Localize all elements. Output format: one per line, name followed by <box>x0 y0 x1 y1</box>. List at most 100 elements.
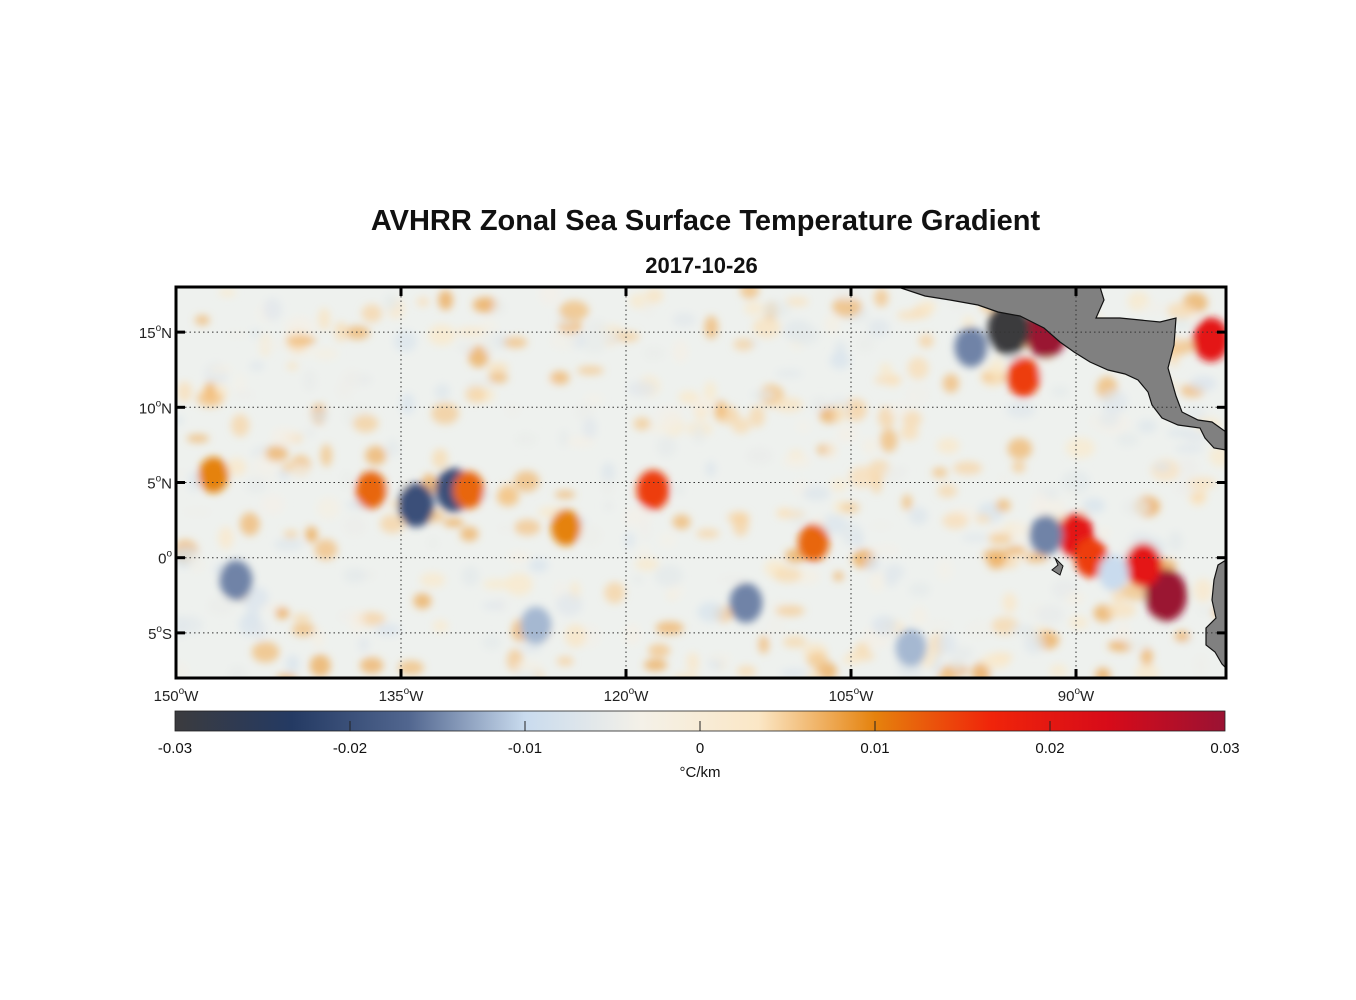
field-speckle <box>937 633 956 655</box>
field-speckle <box>1005 546 1027 555</box>
field-speckle <box>432 619 449 633</box>
field-speckle <box>413 593 432 609</box>
field-speckle <box>249 361 265 371</box>
field-speckle <box>658 531 677 548</box>
field-speckle <box>1036 604 1065 625</box>
field-speckle <box>796 420 811 433</box>
field-speckle <box>503 336 528 349</box>
field-speckle <box>251 641 280 663</box>
field-speckle <box>1005 401 1036 418</box>
field-speckle <box>1065 437 1096 459</box>
field-speckle <box>496 487 520 507</box>
field-speckle <box>1101 390 1128 414</box>
field-speckle <box>830 478 848 492</box>
field-speckle <box>1135 663 1159 678</box>
field-speckle <box>708 653 732 663</box>
field-speckle <box>481 601 504 610</box>
field-speckle <box>638 516 652 541</box>
field-speckle <box>975 514 992 524</box>
field-speckle <box>514 519 541 536</box>
field-speckle <box>1166 302 1195 319</box>
field-speckle <box>624 532 635 549</box>
field-speckle <box>758 635 769 654</box>
field-speckle <box>1137 419 1158 434</box>
field-speckle <box>1011 521 1027 546</box>
field-speckle <box>549 370 570 385</box>
field-speckle <box>1196 606 1213 616</box>
field-speckle <box>601 462 616 484</box>
field-speckle <box>492 299 506 315</box>
field-speckle <box>678 390 699 405</box>
field-speckle <box>388 500 401 509</box>
field-speckle <box>672 339 689 363</box>
field-speckle <box>1140 647 1153 666</box>
field-speckle <box>549 330 579 351</box>
field-speckle <box>1007 438 1033 460</box>
field-speckle <box>648 643 671 658</box>
field-speckle <box>253 621 267 640</box>
field-speckle <box>867 318 890 337</box>
field-speckle <box>773 567 802 583</box>
field-speckle <box>1082 497 1106 514</box>
field-speckle <box>281 462 294 473</box>
field-speckle <box>936 437 960 454</box>
field-speckle <box>802 486 831 501</box>
colorbar-tick-label: 0.01 <box>860 740 890 757</box>
field-speckle <box>656 435 677 458</box>
field-speckle <box>375 623 401 636</box>
land-central-america <box>897 287 1226 451</box>
field-speckle <box>1209 445 1226 467</box>
field-speckle <box>785 297 809 307</box>
gradient-feature <box>954 327 988 368</box>
field-speckle <box>961 533 990 543</box>
field-speckle <box>393 330 418 353</box>
map-title: AVHRR Zonal Sea Surface Temperature Grad… <box>370 205 1041 237</box>
field-speckle <box>841 654 861 665</box>
lat-tick-label: 5oS <box>148 624 172 643</box>
field-speckle <box>314 539 338 561</box>
field-speckle <box>790 324 820 346</box>
field-speckle <box>398 660 424 675</box>
lat-tick-label: 0o <box>158 549 172 568</box>
field-speckle <box>908 506 928 525</box>
field-speckle <box>227 664 248 678</box>
field-speckle <box>1121 498 1150 516</box>
field-speckle <box>286 361 299 371</box>
field-speckle <box>889 401 908 418</box>
field-speckle <box>744 301 764 316</box>
field-speckle <box>1050 385 1070 398</box>
field-speckle <box>636 545 652 557</box>
field-speckle <box>995 499 1011 512</box>
lat-tick-label: 15oN <box>139 323 172 342</box>
field-speckle <box>947 656 966 672</box>
gradient-feature <box>551 509 581 546</box>
field-speckle <box>559 300 589 321</box>
field-speckle <box>750 390 775 400</box>
field-speckle <box>655 404 684 429</box>
field-speckle <box>832 403 846 424</box>
field-speckle <box>250 329 261 338</box>
field-speckle <box>908 582 931 597</box>
field-speckle <box>704 315 719 340</box>
field-speckle <box>233 373 247 394</box>
field-speckle <box>714 400 727 419</box>
field-speckle <box>1116 432 1140 447</box>
field-speckle <box>1187 477 1217 489</box>
field-speckle <box>601 477 615 495</box>
field-speckle <box>900 425 919 441</box>
field-speckle <box>1190 375 1217 392</box>
field-speckle <box>1193 578 1213 603</box>
field-speckle <box>819 514 848 535</box>
field-speckle <box>642 346 666 361</box>
field-speckle <box>183 507 213 516</box>
plot-area <box>176 287 1226 678</box>
field-speckle <box>233 390 255 399</box>
field-speckle <box>472 297 499 313</box>
field-speckle <box>874 288 889 307</box>
field-speckle <box>265 445 289 462</box>
field-speckle <box>672 514 691 530</box>
field-speckle <box>1032 491 1048 516</box>
lon-tick-label: 120oW <box>604 686 650 705</box>
gradient-feature <box>219 560 253 601</box>
